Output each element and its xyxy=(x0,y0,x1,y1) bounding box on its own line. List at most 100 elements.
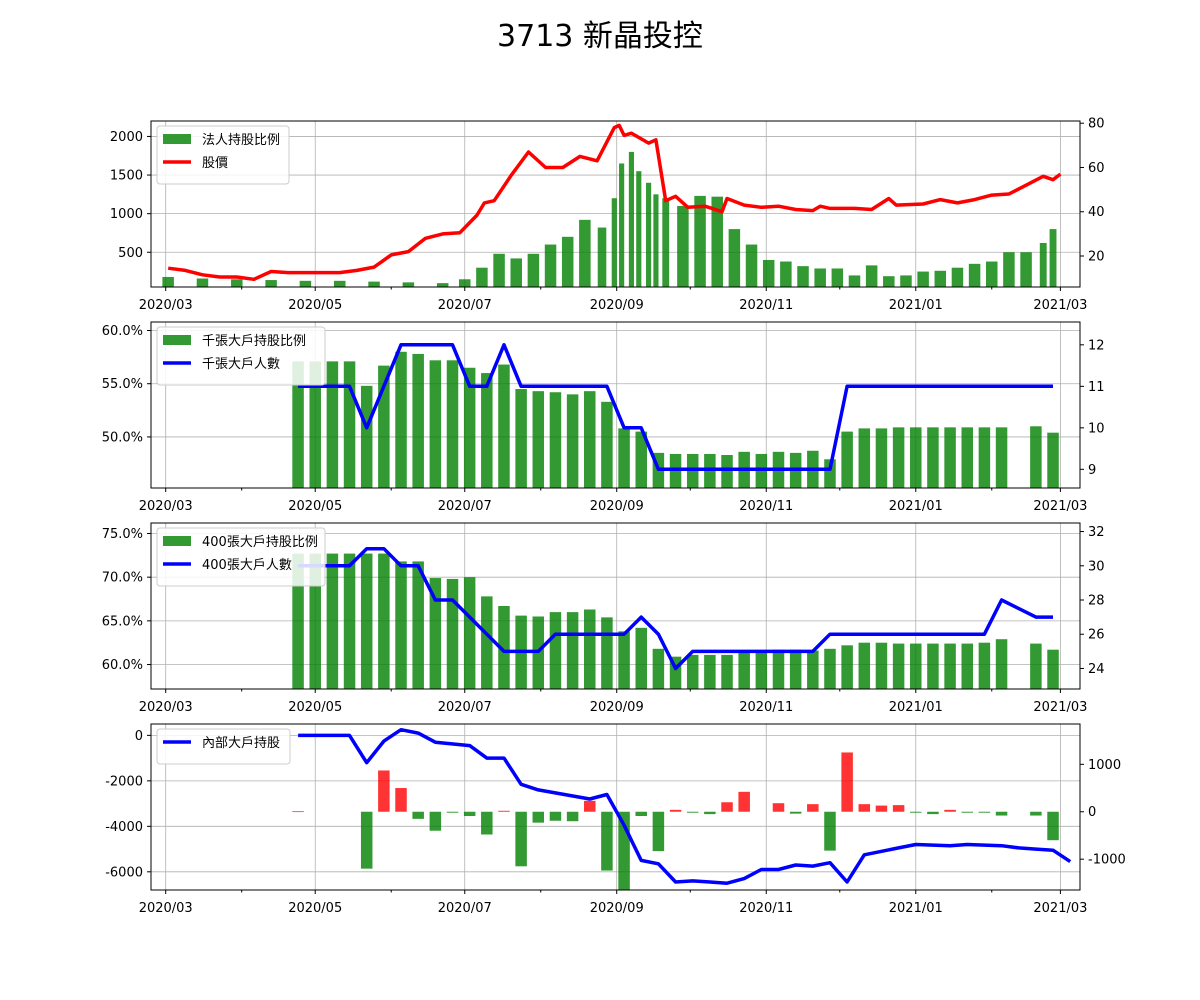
bar xyxy=(368,281,380,287)
figure-title: 3713 新晶投控 xyxy=(497,19,703,54)
bar xyxy=(618,631,630,689)
bar xyxy=(824,459,836,488)
y-tick-label: 65.0% xyxy=(102,614,143,629)
bar xyxy=(728,229,741,287)
bar xyxy=(412,811,424,819)
x-tick-label: 2020/05 xyxy=(288,700,342,715)
bar xyxy=(549,612,562,689)
x-tick-label: 2020/09 xyxy=(590,298,644,313)
bar xyxy=(498,810,510,812)
y-tick-label: 1000 xyxy=(110,207,143,222)
bar xyxy=(498,606,510,689)
y2-tick-label: 1000 xyxy=(1088,758,1121,773)
axes-frame xyxy=(150,321,1081,489)
bar xyxy=(807,804,819,812)
bar xyxy=(601,617,613,689)
bar xyxy=(326,361,339,488)
x-tick-label: 2021/03 xyxy=(1033,901,1087,916)
y-tick-label: 75.0% xyxy=(102,527,143,542)
bar xyxy=(780,261,792,287)
bar xyxy=(841,752,853,812)
bar xyxy=(360,385,373,488)
bar xyxy=(515,811,527,867)
bar xyxy=(978,642,991,689)
y-tick-label: 0 xyxy=(135,729,143,744)
bar xyxy=(646,182,652,287)
bar xyxy=(378,770,390,812)
bar xyxy=(463,367,476,488)
bar xyxy=(927,643,939,689)
bar xyxy=(395,561,407,689)
bar xyxy=(900,275,912,287)
bar xyxy=(459,279,471,287)
bar xyxy=(343,553,356,689)
plot-area xyxy=(292,343,1059,488)
bar xyxy=(360,811,373,869)
bar xyxy=(326,553,339,689)
series-line xyxy=(167,123,1062,282)
bar xyxy=(814,268,826,287)
bar xyxy=(515,389,527,488)
legend-label: 內部大戶持股 xyxy=(202,736,280,751)
x-tick-label: 2020/03 xyxy=(139,901,193,916)
bar xyxy=(292,811,304,813)
bar xyxy=(561,236,574,287)
series-line xyxy=(298,546,1053,671)
bar xyxy=(1030,811,1042,816)
bar xyxy=(618,428,630,488)
bar xyxy=(1047,432,1059,488)
x-tick-label: 2020/07 xyxy=(438,901,492,916)
bar xyxy=(532,391,545,488)
bar xyxy=(532,811,545,823)
y2-tick-label: 26 xyxy=(1088,628,1105,643)
bar xyxy=(721,654,733,689)
bar xyxy=(446,360,459,488)
legend: 內部大戶持股 xyxy=(156,728,291,765)
y2-tick-label: 12 xyxy=(1088,338,1105,353)
bar xyxy=(601,811,613,871)
bar xyxy=(584,609,596,689)
bar xyxy=(481,596,493,689)
bar xyxy=(635,431,647,488)
plot-area xyxy=(162,123,1062,287)
bar xyxy=(652,811,665,852)
bar xyxy=(611,198,617,287)
bar xyxy=(446,578,459,689)
bar xyxy=(662,198,670,287)
bar xyxy=(292,553,304,689)
y-tick-label: 50.0% xyxy=(102,430,143,445)
bar xyxy=(601,401,613,488)
panels-container: 2020/03 2020/05 2020/07 2020/09 2020/11 2021/… xyxy=(102,117,1126,916)
bar xyxy=(927,811,939,815)
chart-panel-4: 2020/03 2020/05 2020/07 2020/09 2020/11 2021/… xyxy=(105,723,1126,916)
bar xyxy=(402,282,415,287)
bar xyxy=(299,280,312,287)
bar xyxy=(995,811,1008,816)
bar xyxy=(360,553,373,689)
bar xyxy=(566,612,579,689)
bar xyxy=(968,263,981,287)
bar xyxy=(797,266,809,287)
x-tick-label: 2021/01 xyxy=(889,901,943,916)
x-tick-label: 2020/07 xyxy=(438,499,492,514)
bar xyxy=(309,553,321,689)
bar xyxy=(910,643,922,689)
bar xyxy=(686,654,699,689)
y2-tick-label: 9 xyxy=(1088,463,1096,478)
x-tick-label: 2020/11 xyxy=(739,298,793,313)
bar xyxy=(653,194,659,287)
bar xyxy=(831,268,844,287)
legend-box xyxy=(156,728,291,765)
bar xyxy=(917,271,929,287)
bar xyxy=(951,267,964,287)
y-tick-label: -6000 xyxy=(105,865,143,880)
bar xyxy=(789,649,802,689)
y2-tick-label: 10 xyxy=(1088,421,1105,436)
bar xyxy=(527,253,540,287)
x-tick-label: 2020/11 xyxy=(739,499,793,514)
bar xyxy=(446,811,459,813)
y2-tick-label: 30 xyxy=(1088,559,1105,574)
y2-tick-label: 40 xyxy=(1088,205,1105,220)
